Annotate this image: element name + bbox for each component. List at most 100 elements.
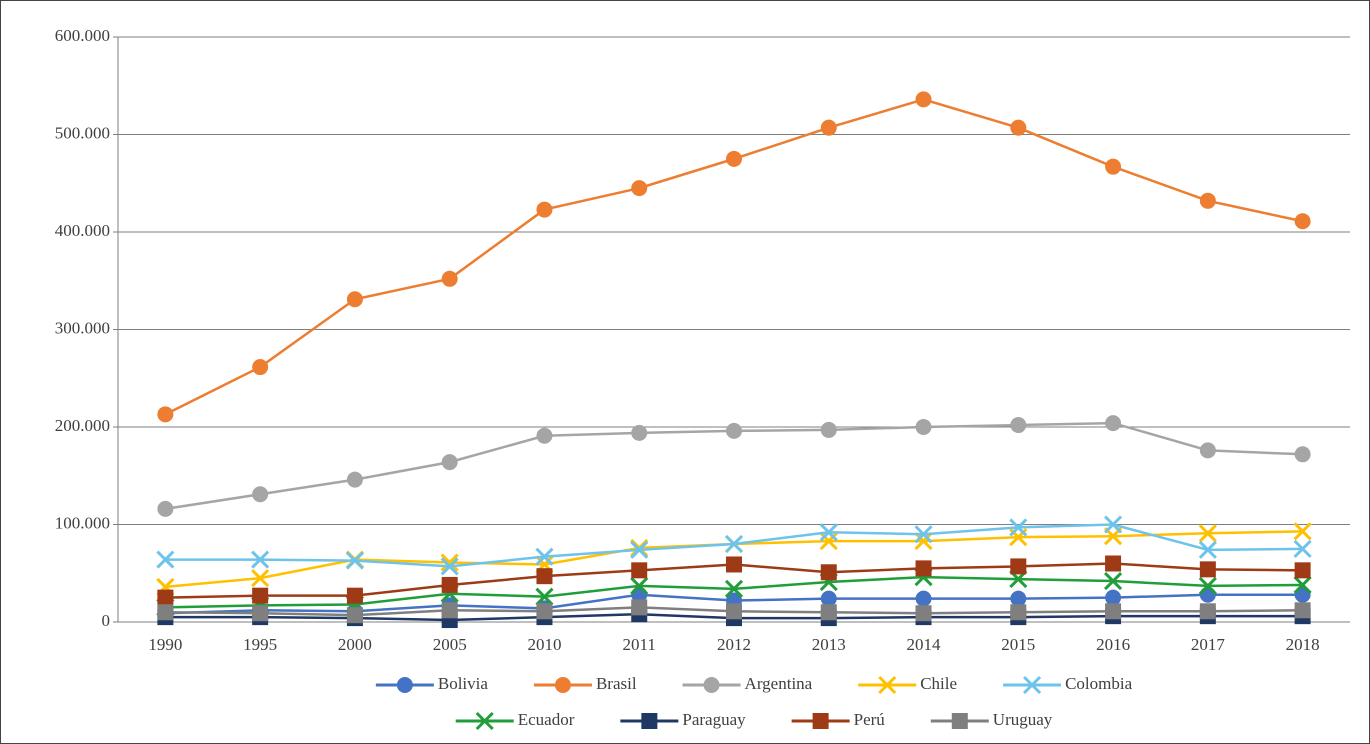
x-tick-label: 1995 bbox=[243, 635, 277, 654]
marker bbox=[536, 568, 553, 585]
legend-marker bbox=[812, 713, 829, 729]
marker bbox=[1294, 446, 1311, 463]
marker bbox=[914, 532, 933, 551]
marker bbox=[1199, 586, 1216, 603]
x-tick-label: 2013 bbox=[812, 635, 846, 654]
x-tick-label: 2005 bbox=[433, 635, 467, 654]
y-tick-label: 300.000 bbox=[55, 318, 110, 337]
marker bbox=[631, 424, 648, 441]
legend-marker bbox=[1023, 675, 1042, 695]
marker bbox=[1010, 590, 1027, 607]
marker bbox=[631, 180, 648, 197]
legend-item: Chile bbox=[858, 674, 957, 695]
marker bbox=[1010, 604, 1027, 621]
marker bbox=[536, 427, 553, 444]
legend-label: Bolivia bbox=[438, 674, 489, 693]
legend-label: Argentina bbox=[745, 674, 813, 693]
marker bbox=[1104, 571, 1123, 591]
x-tick-label: 2018 bbox=[1286, 635, 1320, 654]
legend-marker bbox=[703, 677, 720, 693]
marker bbox=[726, 556, 742, 573]
marker bbox=[915, 605, 932, 622]
marker bbox=[157, 406, 174, 423]
marker bbox=[726, 422, 742, 439]
legend-row: Ecuador Paraguay Perú Uruguay bbox=[455, 710, 1053, 731]
marker bbox=[157, 500, 174, 517]
marker bbox=[252, 605, 269, 622]
y-tick-label: 0 bbox=[102, 611, 111, 630]
marker bbox=[820, 590, 837, 607]
marker bbox=[1105, 415, 1122, 432]
marker bbox=[536, 201, 553, 218]
marker bbox=[1105, 589, 1122, 606]
marker bbox=[820, 421, 837, 438]
marker bbox=[1010, 558, 1027, 575]
marker bbox=[1105, 603, 1122, 620]
marker bbox=[157, 604, 174, 621]
marker bbox=[252, 359, 269, 376]
marker bbox=[536, 603, 553, 620]
marker bbox=[1293, 539, 1312, 558]
marker bbox=[726, 150, 742, 167]
legend-marker bbox=[951, 713, 968, 729]
marker bbox=[1105, 158, 1122, 175]
marker bbox=[1104, 515, 1123, 534]
legend-marker bbox=[396, 677, 413, 693]
legend-item: Uruguay bbox=[930, 710, 1053, 729]
marker bbox=[345, 551, 364, 570]
legend-marker bbox=[475, 711, 494, 731]
marker bbox=[724, 534, 744, 554]
marker bbox=[535, 587, 554, 606]
marker bbox=[252, 587, 269, 604]
marker bbox=[1198, 576, 1217, 595]
legend-label: Chile bbox=[920, 674, 957, 693]
legend-label: Brasil bbox=[596, 674, 637, 693]
marker bbox=[630, 540, 649, 559]
marker bbox=[631, 562, 648, 579]
marker bbox=[820, 604, 837, 621]
y-tick-label: 200.000 bbox=[55, 416, 110, 435]
x-tick-label: 2017 bbox=[1191, 635, 1226, 654]
marker bbox=[820, 119, 837, 136]
y-tick-label: 500.000 bbox=[55, 123, 110, 142]
legend-item: Brasil bbox=[533, 674, 637, 693]
marker bbox=[157, 589, 174, 606]
x-tick-label: 2015 bbox=[1001, 635, 1035, 654]
marker bbox=[1105, 555, 1122, 572]
marker bbox=[1293, 575, 1312, 595]
marker bbox=[630, 576, 649, 595]
marker bbox=[1199, 442, 1216, 459]
marker bbox=[535, 547, 554, 566]
marker bbox=[1010, 417, 1027, 434]
marker bbox=[1199, 561, 1216, 578]
x-tick-label: 2016 bbox=[1096, 635, 1130, 654]
marker bbox=[1199, 192, 1216, 209]
marker bbox=[1293, 522, 1312, 541]
legend-label: Ecuador bbox=[518, 710, 575, 729]
legend-label: Paraguay bbox=[682, 710, 746, 729]
x-tick-label: 2011 bbox=[623, 635, 656, 654]
marker bbox=[1294, 602, 1311, 619]
marker bbox=[631, 599, 648, 616]
y-tick-label: 100.000 bbox=[55, 513, 110, 532]
marker bbox=[915, 91, 932, 108]
marker bbox=[1198, 540, 1217, 559]
legend-marker bbox=[554, 677, 571, 693]
legend-label: Uruguay bbox=[993, 710, 1053, 729]
marker bbox=[440, 553, 459, 572]
y-tick-label: 600.000 bbox=[55, 26, 110, 45]
marker bbox=[441, 576, 458, 593]
marker bbox=[1294, 562, 1311, 579]
marker bbox=[914, 525, 933, 544]
legend-item: Paraguay bbox=[620, 710, 746, 729]
marker bbox=[915, 590, 932, 607]
legend-marker bbox=[878, 675, 897, 695]
legend-row: Bolivia Brasil Argentina Chile Colombia bbox=[375, 674, 1133, 695]
x-tick-label: 2010 bbox=[527, 635, 561, 654]
marker bbox=[724, 579, 744, 598]
x-tick-label: 2012 bbox=[717, 635, 751, 654]
legend-label: Perú bbox=[854, 710, 886, 729]
